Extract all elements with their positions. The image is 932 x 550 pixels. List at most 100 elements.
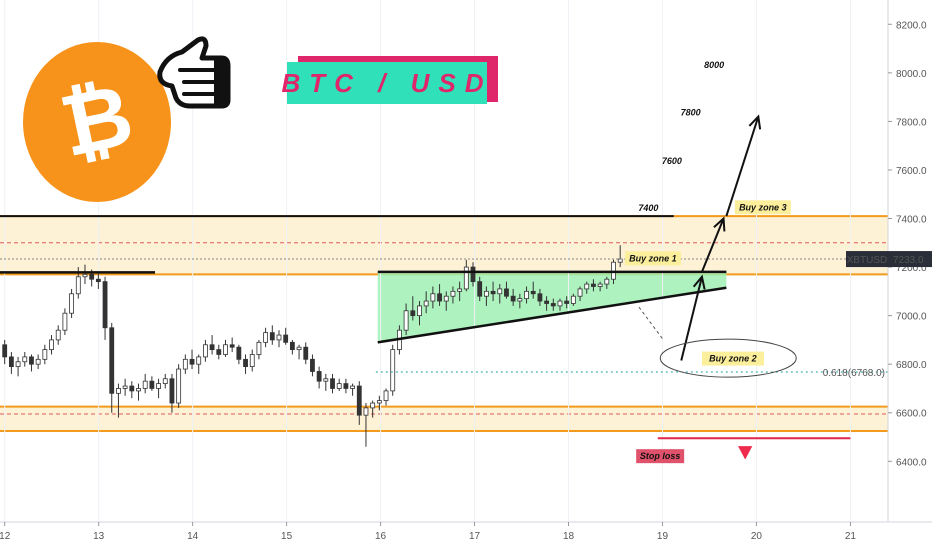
candle-body [15, 361, 21, 368]
candle-body [577, 288, 583, 297]
y-tick-label: 6400.0 [896, 457, 927, 468]
candle-body [470, 266, 476, 283]
arrow-zone3-to-target-shaft [725, 116, 760, 217]
candle-body [370, 402, 376, 409]
candle-body [403, 310, 409, 331]
candle-body [296, 346, 302, 351]
candle [162, 373, 168, 389]
candle-body [443, 295, 449, 302]
candle-body [330, 378, 335, 389]
candle [296, 344, 302, 360]
y-tick: 6600.0 [888, 409, 927, 420]
candle [22, 352, 28, 367]
target-level-label: 7400 [638, 203, 658, 213]
candle-body [490, 290, 496, 295]
y-tick: 7800.0 [888, 117, 927, 128]
candle [410, 296, 416, 321]
triangle-bottom-line [377, 286, 727, 344]
last-price-badge: 7233.0 [888, 251, 932, 268]
x-tick: 20 [751, 522, 762, 542]
candle-body [537, 293, 543, 302]
candle-body [256, 341, 262, 355]
candle-body [156, 383, 161, 389]
candle [497, 284, 503, 304]
x-tick-label: 18 [563, 531, 575, 542]
candle-body [283, 334, 289, 343]
x-tick-label: 17 [469, 531, 481, 542]
candle-body [276, 334, 282, 341]
candle-body [142, 380, 148, 389]
candle-body [417, 305, 422, 317]
y-tick: 8000.0 [888, 69, 927, 80]
buy-zone-2-tag: Buy zone 2 [701, 351, 764, 366]
candle [417, 301, 422, 326]
candle [370, 400, 376, 418]
candle [336, 378, 342, 391]
last-price-badge-label: 7233.0 [893, 255, 924, 266]
candle-body [450, 290, 456, 297]
candle-body [591, 283, 596, 287]
candle [29, 354, 34, 372]
candle [591, 279, 596, 292]
candle-body [363, 407, 369, 416]
symbol-badge-label: XBTUSD [847, 255, 888, 266]
candle [403, 303, 409, 336]
arrow-zone1-to-zone3 [701, 216, 726, 273]
x-tick: 13 [93, 522, 105, 542]
candle-body [504, 288, 509, 297]
y-tick-label: 6600.0 [896, 409, 927, 420]
candle [330, 373, 335, 394]
candle-body [423, 300, 429, 307]
candle [129, 381, 135, 399]
stop-loss-tag-label: Stop loss [640, 451, 681, 461]
x-tick: 15 [281, 522, 293, 542]
candle-body [2, 344, 8, 358]
y-tick-label: 8200.0 [896, 20, 927, 31]
candle-body [497, 288, 503, 295]
candle [557, 298, 563, 311]
y-tick: 6400.0 [888, 457, 927, 468]
arrow-zone1-to-zone3-head [713, 216, 726, 232]
candle [149, 376, 155, 391]
candle-body [75, 276, 81, 295]
y-tick: 7600.0 [888, 166, 927, 177]
candle [116, 383, 121, 418]
candle [517, 293, 523, 309]
candle-body [510, 295, 516, 302]
x-tick: 17 [469, 522, 481, 542]
candle-body [249, 354, 255, 368]
arrow-zone3-to-target [725, 114, 762, 217]
title-badge-face [287, 62, 487, 104]
buy-zone-3-tag-box [734, 200, 791, 215]
candle-body [8, 356, 14, 368]
x-tick: 19 [657, 522, 668, 542]
arrow-zone2-to-zone1-shaft [680, 276, 703, 361]
target-level-label: 7600 [662, 156, 682, 166]
stop-loss-tag-box [636, 449, 685, 464]
candle [430, 286, 436, 309]
candle-body [22, 356, 28, 363]
candle [356, 381, 362, 425]
candle [584, 281, 590, 294]
candle [470, 262, 476, 287]
candle [437, 284, 442, 306]
buy-zone-1-tag-label: Buy zone 1 [629, 253, 677, 263]
y-tick: 6800.0 [888, 360, 927, 371]
candle-body [196, 356, 202, 365]
pointing-hand-icon [157, 36, 231, 109]
candle [544, 296, 550, 311]
candle [597, 281, 603, 292]
candle [122, 378, 128, 396]
triangle-pattern [377, 271, 727, 343]
candle-body [477, 281, 483, 297]
candle [55, 325, 61, 345]
y-tick-label: 7000.0 [896, 312, 927, 323]
candle-body [216, 349, 222, 355]
candle [323, 373, 329, 391]
x-tick: 18 [563, 522, 575, 542]
x-tick: 14 [187, 522, 199, 542]
x-tick: 16 [375, 522, 387, 542]
candle-body [584, 283, 590, 290]
x-tick-label: 16 [375, 531, 387, 542]
